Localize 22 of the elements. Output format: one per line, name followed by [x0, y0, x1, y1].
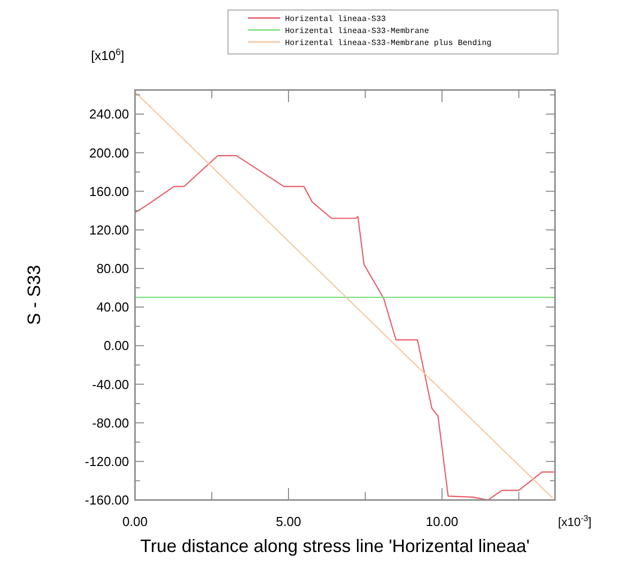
y-tick-label: 200.00 [89, 145, 129, 160]
legend-label: Horizental lineaa-S33-Membrane [285, 26, 430, 36]
x-tick-label: 0.00 [122, 514, 148, 529]
y-tick-label: 240.00 [89, 106, 129, 122]
x-axis-title: True distance along stress line 'Horizental lineaa' [140, 536, 530, 556]
y-axis-title: S - S33 [24, 264, 44, 326]
y-tick-label: -120.00 [84, 454, 129, 469]
y-tick-label: -160.00 [84, 492, 129, 508]
y-tick-label: 160.00 [89, 184, 129, 199]
text: [x10$^{6}$] [91, 47, 124, 63]
y-tick-label: -80.00 [92, 415, 129, 430]
x-tick-label: 10.00 [426, 514, 458, 529]
x-tick-label: 5.00 [276, 514, 302, 529]
y-tick-label: 120.00 [89, 222, 129, 238]
line-series [134, 155, 555, 501]
y-tick-label: 0.00 [104, 338, 129, 354]
legend-label: Horizental lineaa-S33-Membrane plus Bending [285, 38, 492, 48]
legend-label: Horizental lineaa-S33 [285, 14, 386, 24]
y-tick-label: -40.00 [92, 376, 129, 392]
y-tick-label: 80.00 [96, 261, 129, 276]
text: [x10$^{-3}$] [558, 513, 592, 529]
y-tick-label: 40.00 [96, 300, 129, 315]
